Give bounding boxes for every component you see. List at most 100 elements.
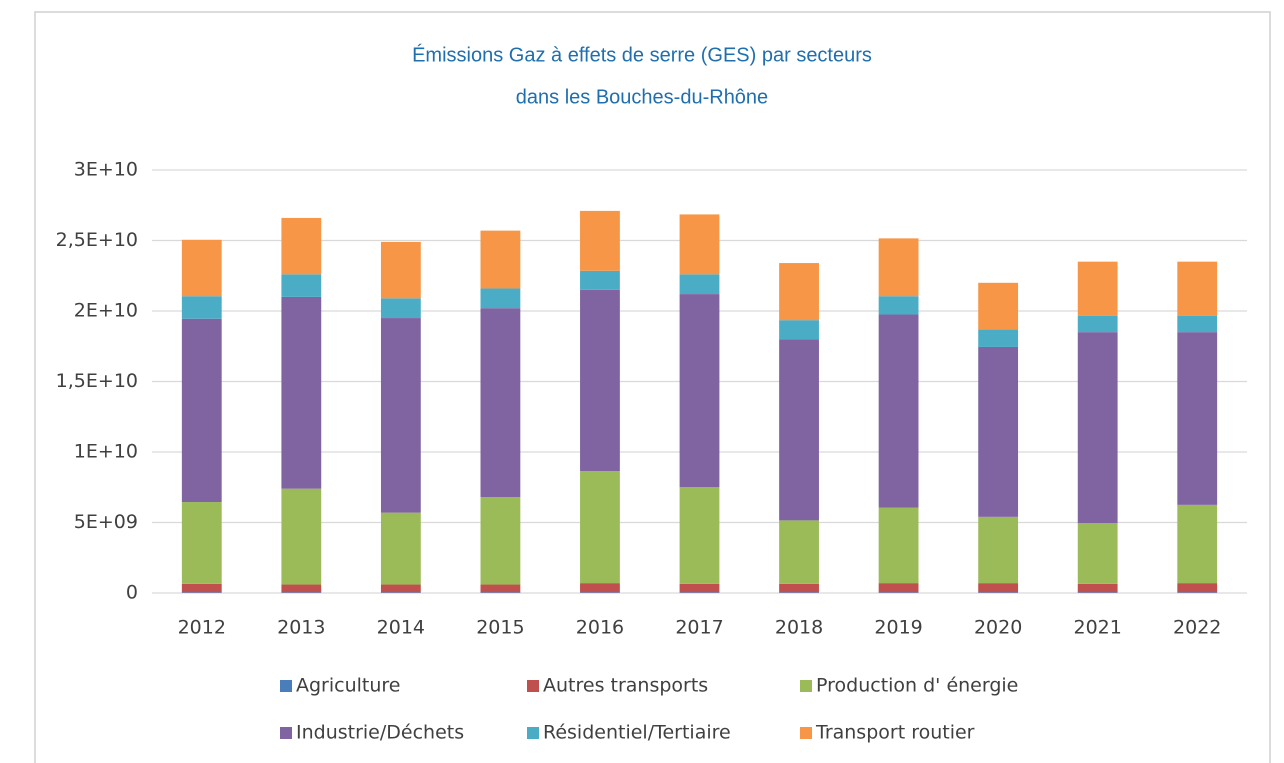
bar-segment [779, 263, 819, 321]
bar-segment [480, 497, 521, 585]
bar-segment [1077, 261, 1118, 316]
bar-segment [580, 289, 620, 472]
bar-segment [779, 320, 819, 340]
bar-segment [978, 592, 1019, 593]
bar-segment [380, 592, 421, 593]
legend-label: Transport routier [815, 722, 975, 744]
bar-segment [1177, 261, 1218, 316]
x-tick-label: 2014 [377, 617, 425, 639]
legend-label: Résidentiel/Tertiaire [543, 722, 731, 744]
bar-segment [281, 217, 322, 275]
legend-swatch [527, 680, 539, 692]
bar-segment [580, 592, 620, 593]
bar-segment [878, 592, 919, 593]
bar-segment [281, 584, 322, 593]
x-tick-label: 2016 [576, 617, 624, 639]
bar-segment [580, 471, 620, 584]
x-tick-label: 2020 [974, 617, 1022, 639]
bar-segment [181, 583, 222, 593]
chart-title: dans les Bouches-du-Rhône [516, 86, 768, 108]
bar-segment [978, 329, 1019, 347]
bar-segment [380, 241, 421, 299]
bar-segment [480, 584, 521, 593]
legend-swatch [280, 680, 292, 692]
bar-segment [281, 488, 322, 585]
chart-frame [34, 11, 1271, 763]
y-tick-label: 0 [126, 582, 138, 604]
bar-segment [679, 274, 720, 295]
bar-segment [580, 210, 620, 271]
y-tick-label: 1E+10 [74, 441, 138, 463]
bar-segment [181, 239, 222, 297]
bar-segment [181, 502, 222, 584]
bar-segment [1177, 504, 1218, 584]
bar-segment [679, 294, 720, 488]
bar-segment [1177, 315, 1218, 333]
bar-segment [978, 516, 1019, 584]
x-tick-label: 2015 [476, 617, 524, 639]
bar-segment [380, 512, 421, 585]
y-tick-label: 3E+10 [74, 159, 138, 181]
legend-label: Agriculture [296, 675, 401, 697]
bar-segment [878, 296, 919, 315]
bar-segment [1077, 315, 1118, 333]
y-tick-label: 2,5E+10 [56, 229, 138, 251]
bar-segment [1177, 332, 1218, 505]
legend-label: Autres transports [543, 675, 708, 697]
bar-segment [580, 583, 620, 593]
bar-segment [779, 339, 819, 521]
bar-segment [779, 583, 819, 593]
bar-segment [878, 583, 919, 593]
bar-segment [878, 238, 919, 297]
bar-segment [679, 487, 720, 584]
bar-segment [679, 214, 720, 275]
bar-segment [1077, 592, 1118, 593]
legend-label: Industrie/Déchets [296, 722, 464, 744]
legend-swatch [800, 727, 812, 739]
bar-segment [978, 282, 1019, 330]
bar-segment [1177, 583, 1218, 593]
legend-label: Production d' énergie [816, 675, 1018, 697]
bar-segment [779, 592, 819, 593]
bar-segment [480, 592, 521, 593]
legend-swatch [280, 727, 292, 739]
bar-segment [480, 230, 521, 289]
y-tick-label: 1,5E+10 [56, 370, 138, 392]
bar-segment [380, 298, 421, 319]
chart-title: Émissions Gaz à effets de serre (GES) pa… [412, 43, 872, 66]
x-tick-label: 2013 [277, 617, 325, 639]
x-tick-label: 2022 [1173, 617, 1221, 639]
bar-segment [281, 592, 322, 593]
bar-segment [181, 318, 222, 503]
bar-segment [679, 583, 720, 593]
bar-segment [281, 296, 322, 489]
x-tick-label: 2017 [675, 617, 723, 639]
bar-segment [1077, 583, 1118, 593]
bar-segment [480, 308, 521, 498]
bar-segment [380, 584, 421, 593]
bar-segment [580, 270, 620, 290]
legend-swatch [527, 727, 539, 739]
bar-segment [480, 288, 521, 309]
bar-segment [1077, 332, 1118, 524]
bar-segment [878, 507, 919, 584]
x-tick-label: 2021 [1074, 617, 1122, 639]
bar-segment [1077, 523, 1118, 584]
bar-segment [181, 592, 222, 593]
bar-segment [779, 520, 819, 584]
bar-segment [978, 583, 1019, 593]
bar-segment [878, 314, 919, 508]
bar-segment [380, 318, 421, 513]
x-tick-label: 2018 [775, 617, 823, 639]
legend-swatch [800, 680, 812, 692]
y-tick-label: 5E+09 [74, 511, 138, 533]
y-tick-label: 2E+10 [74, 300, 138, 322]
bar-segment [181, 296, 222, 319]
x-tick-label: 2012 [178, 617, 226, 639]
bar-segment [281, 274, 322, 297]
x-tick-label: 2019 [874, 617, 922, 639]
bar-segment [1177, 592, 1218, 593]
bar-segment [679, 592, 720, 593]
bar-segment [978, 346, 1019, 517]
